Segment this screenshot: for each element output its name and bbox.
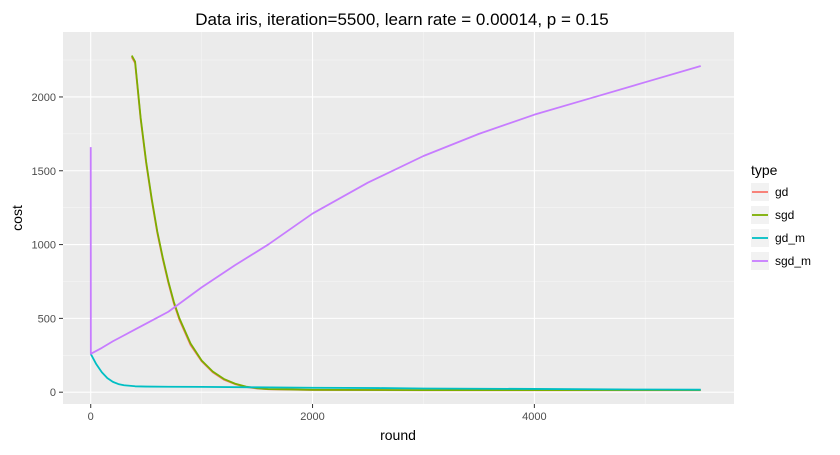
legend-label: sgd	[775, 208, 794, 222]
legend-label: gd_m	[775, 231, 805, 245]
series-line-sgd	[130, 55, 701, 392]
y-tick-label: 1000	[32, 240, 56, 252]
plot-panel	[63, 32, 734, 404]
y-axis: 0 500 1000 1500 2000	[32, 92, 63, 399]
grid-major	[63, 32, 734, 404]
y-tick-label: 1500	[32, 166, 56, 178]
y-tick-label: 0	[50, 387, 56, 399]
chart-title: Data iris, iteration=5500, learn rate = …	[195, 10, 608, 29]
legend-label: gd	[775, 185, 788, 199]
x-axis: 0 2000 4000	[88, 404, 547, 423]
legend-items: gd sgd gd_m sgd_m	[751, 183, 811, 270]
y-tick-label: 500	[38, 313, 56, 325]
series-layer	[89, 55, 701, 392]
y-axis-title: cost	[9, 205, 25, 231]
legend: type gd sgd gd_m sgd_m	[751, 162, 811, 270]
grid-minor	[63, 32, 734, 404]
legend-title: type	[751, 162, 778, 178]
series-line-gd-m	[89, 353, 701, 391]
x-tick-label: 2000	[300, 411, 324, 423]
y-tick-label: 2000	[32, 92, 56, 104]
x-tick-label: 4000	[522, 411, 546, 423]
series-line-sgd-m	[89, 65, 701, 355]
x-tick-label: 0	[88, 411, 94, 423]
x-axis-title: round	[380, 427, 416, 443]
legend-label: sgd_m	[775, 254, 811, 268]
